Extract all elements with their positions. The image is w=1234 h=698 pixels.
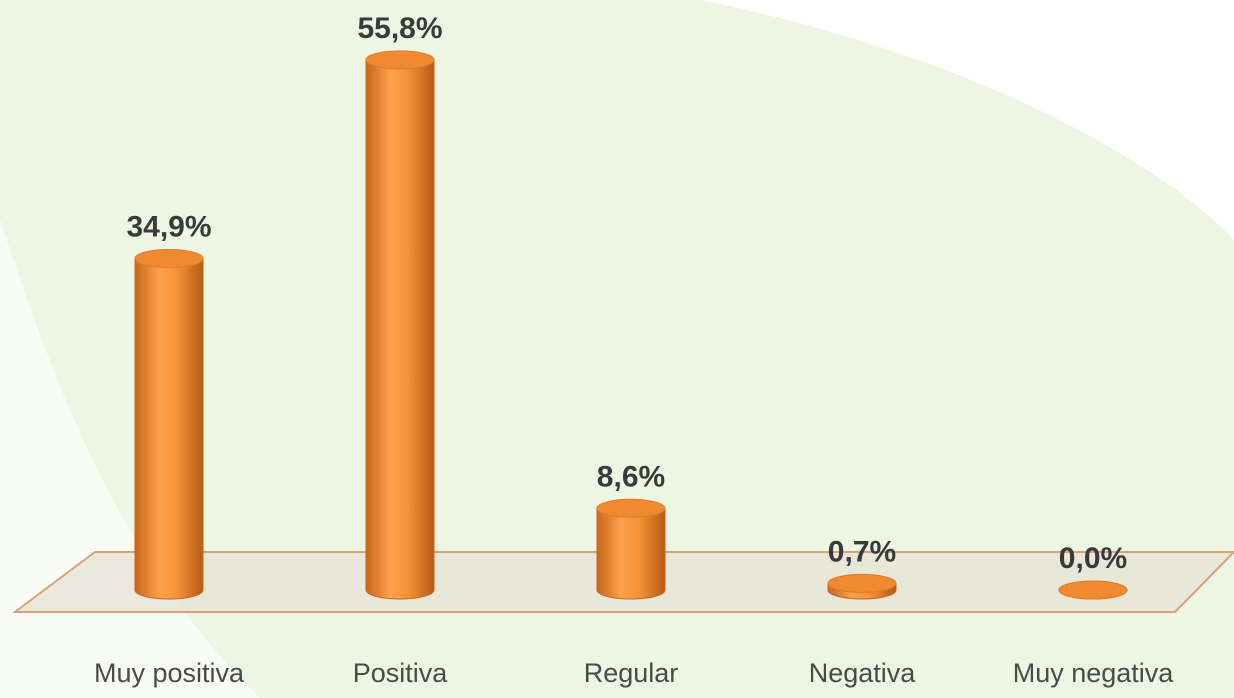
- bar-top: [827, 573, 897, 593]
- bar-top: [1058, 580, 1128, 600]
- bar: [1058, 580, 1128, 600]
- x-tick-label: Regular: [584, 658, 679, 688]
- value-label: 0,7%: [828, 535, 896, 568]
- x-tick-label: Positiva: [353, 658, 449, 688]
- bar-body: [365, 59, 435, 600]
- bar-top: [134, 248, 204, 268]
- bar-body: [134, 257, 204, 600]
- bar: [827, 573, 897, 600]
- bar-top: [365, 50, 435, 70]
- x-tick-label: Negativa: [809, 658, 917, 688]
- bar: [134, 248, 204, 600]
- bar: [596, 498, 666, 600]
- value-label: 55,8%: [357, 12, 442, 45]
- bars: 34,9% Muy positiva 55,8% Positiva 8,6% Regula…: [94, 12, 1174, 688]
- x-tick-label: Muy positiva: [94, 658, 245, 688]
- background-swoosh: [700, 0, 1234, 240]
- x-tick-label: Muy negativa: [1013, 658, 1175, 688]
- value-label: 8,6%: [597, 460, 665, 493]
- value-label: 34,9%: [126, 210, 211, 243]
- bar: [365, 50, 435, 600]
- value-label: 0,0%: [1059, 542, 1127, 575]
- bar-body: [596, 507, 666, 600]
- bar-top: [596, 498, 666, 518]
